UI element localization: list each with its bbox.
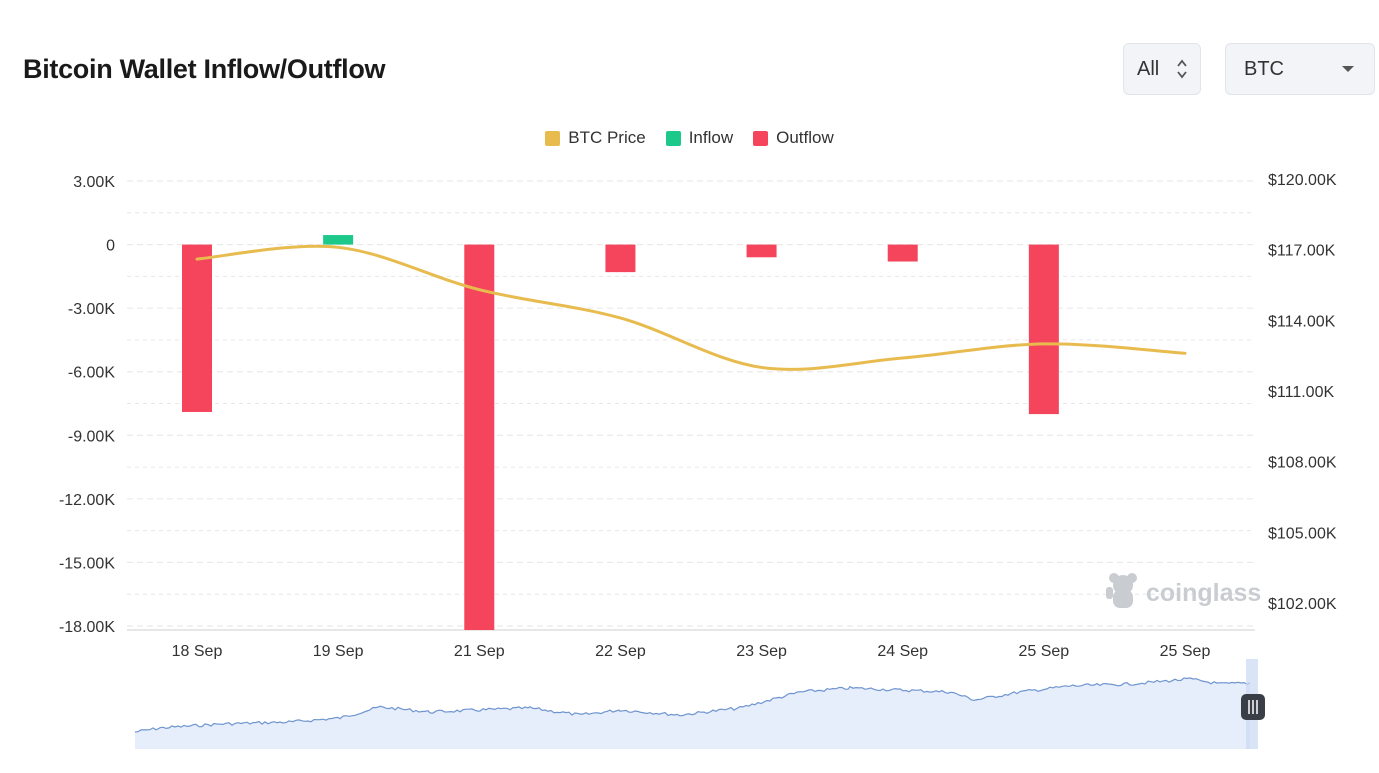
- coinglass-logo-icon: [1106, 573, 1137, 608]
- range-select[interactable]: All: [1123, 43, 1201, 95]
- x-tick-label: 21 Sep: [454, 643, 505, 660]
- right-tick-label: $102.00K: [1268, 596, 1337, 613]
- x-axis: 18 Sep 19 Sep 21 Sep 22 Sep 23 Sep 24 Sep 25 S…: [172, 643, 1211, 660]
- outflow-bar: [1028, 244, 1059, 415]
- x-tick-label: 22 Sep: [595, 643, 646, 660]
- time-navigator: [134, 659, 1265, 749]
- right-tick-label: $120.00K: [1268, 172, 1337, 189]
- right-tick-label: $114.00K: [1268, 313, 1336, 330]
- outflow-bar: [605, 244, 636, 273]
- bars: [182, 235, 1059, 631]
- outflow-bar: [746, 244, 777, 258]
- chevron-down-icon: [1342, 66, 1354, 72]
- outflow-bar: [182, 244, 212, 412]
- grid-lines: [127, 180, 1255, 631]
- watermark: coinglass: [1106, 573, 1261, 608]
- x-tick-label: 25 Sep: [1018, 643, 1069, 660]
- page-title: Bitcoin Wallet Inflow/Outflow: [23, 54, 386, 84]
- navigator-handle[interactable]: [1241, 694, 1265, 720]
- chart-legend: BTC Price Inflow Outflow: [0, 128, 1379, 148]
- asset-select[interactable]: BTC: [1225, 43, 1375, 95]
- outflow-bar: [887, 244, 918, 262]
- x-tick-label: 24 Sep: [877, 643, 928, 660]
- right-tick-label: $105.00K: [1268, 525, 1337, 542]
- left-tick-label: -15.00K: [59, 555, 115, 572]
- right-tick-label: $108.00K: [1268, 455, 1337, 472]
- right-tick-label: $117.00K: [1268, 243, 1336, 260]
- left-tick-label: -3.00K: [68, 301, 115, 318]
- price-line: [195, 244, 1187, 371]
- x-tick-label: 19 Sep: [313, 643, 364, 660]
- watermark-text: coinglass: [1146, 579, 1261, 607]
- left-tick-label: 3.00K: [73, 174, 115, 191]
- legend-label-price: BTC Price: [568, 128, 646, 147]
- navigator-area: [135, 677, 1250, 749]
- legend-item-outflow[interactable]: Outflow: [753, 128, 834, 148]
- navigator-line: [134, 677, 1251, 733]
- legend-item-inflow[interactable]: Inflow: [665, 128, 734, 148]
- outflow-bar: [464, 244, 495, 631]
- left-tick-label: -9.00K: [68, 428, 115, 445]
- legend-swatch-outflow: [753, 130, 769, 146]
- left-axis: 3.00K 0 -3.00K -6.00K -9.00K -12.00K -15.00K -1…: [59, 174, 115, 636]
- legend-item-price[interactable]: BTC Price: [545, 128, 646, 148]
- legend-swatch-price: [545, 130, 561, 146]
- right-axis: $120.00K $117.00K $114.00K $111.00K $108.00K…: [1268, 172, 1337, 613]
- right-tick-label: $111.00K: [1268, 384, 1334, 401]
- asset-select-value: BTC: [1244, 57, 1284, 80]
- left-tick-label: -6.00K: [68, 365, 115, 382]
- x-tick-label: 25 Sep: [1160, 643, 1211, 660]
- legend-label-outflow: Outflow: [776, 128, 834, 147]
- sort-arrows-icon: [1177, 59, 1187, 79]
- legend-swatch-inflow: [665, 130, 681, 146]
- left-tick-label: 0: [106, 238, 115, 255]
- inflow-bar: [323, 235, 354, 245]
- left-tick-label: -12.00K: [59, 492, 115, 509]
- left-tick-label: -18.00K: [59, 619, 115, 636]
- x-tick-label: 18 Sep: [172, 643, 223, 660]
- x-tick-label: 23 Sep: [736, 643, 787, 660]
- legend-label-inflow: Inflow: [688, 128, 734, 147]
- range-select-value: All: [1137, 57, 1160, 80]
- price-line-path: [195, 244, 1187, 371]
